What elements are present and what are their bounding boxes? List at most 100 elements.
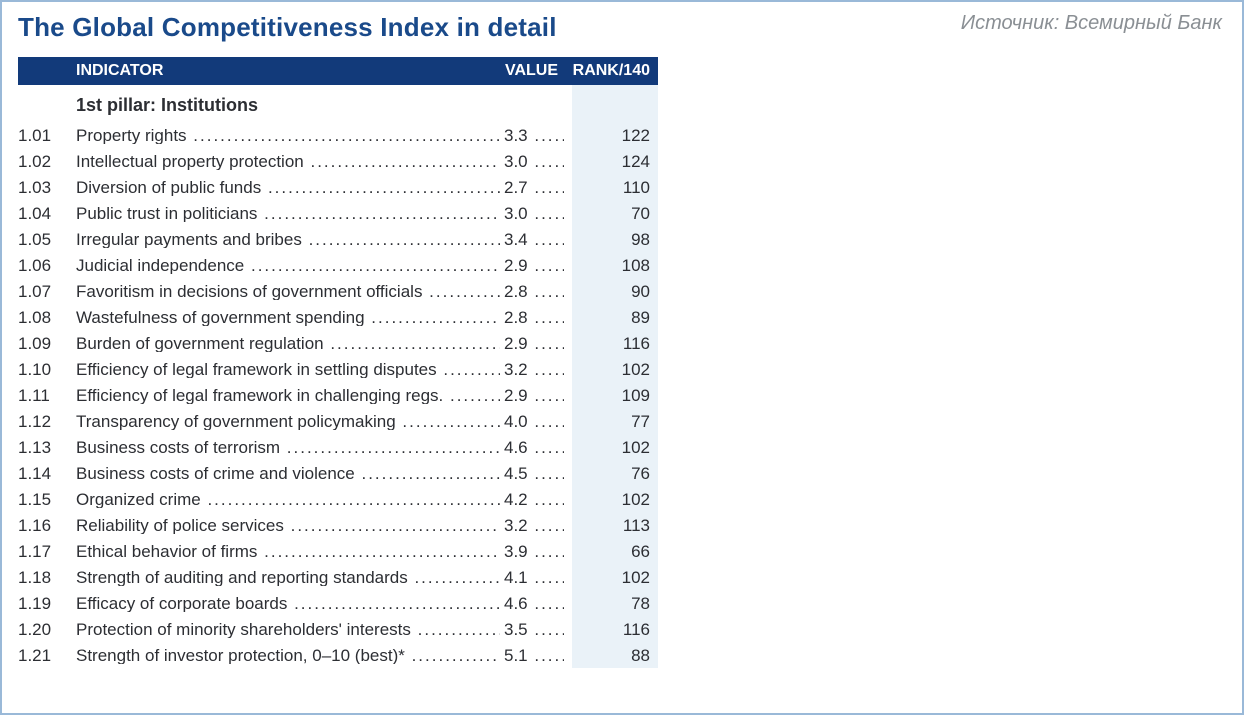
table-row: 1.18 Strength of auditing and reporting … <box>18 564 658 590</box>
row-value: 2.9 <box>500 387 564 404</box>
row-number: 1.01 <box>18 127 76 144</box>
row-number: 1.04 <box>18 205 76 222</box>
row-value: 3.0 <box>500 205 564 222</box>
row-value: 5.1 <box>500 647 564 664</box>
table-row: 1.07 Favoritism in decisions of governme… <box>18 278 658 304</box>
row-value: 2.8 <box>500 309 564 326</box>
row-number: 1.20 <box>18 621 76 638</box>
row-value: 2.8 <box>500 283 564 300</box>
row-number: 1.17 <box>18 543 76 560</box>
row-number: 1.11 <box>18 387 76 404</box>
page: The Global Competitiveness Index in deta… <box>0 0 1244 715</box>
row-value: 4.5 <box>500 465 564 482</box>
row-value: 4.0 <box>500 413 564 430</box>
row-number: 1.06 <box>18 257 76 274</box>
table-row: 1.20 Protection of minority shareholders… <box>18 616 658 642</box>
row-rank: 102 <box>564 569 658 586</box>
gci-table: INDICATOR VALUE RANK/140 1st pillar: Ins… <box>18 57 658 668</box>
row-rank: 109 <box>564 387 658 404</box>
row-rank: 102 <box>564 439 658 456</box>
row-indicator: Business costs of crime and violence <box>76 465 500 482</box>
table-row: 1.08 Wastefulness of government spending… <box>18 304 658 330</box>
row-value: 2.9 <box>500 335 564 352</box>
table-row: 1.02 Intellectual property protection 3.… <box>18 148 658 174</box>
row-number: 1.05 <box>18 231 76 248</box>
row-number: 1.03 <box>18 179 76 196</box>
row-rank: 102 <box>564 361 658 378</box>
row-number: 1.09 <box>18 335 76 352</box>
row-indicator: Irregular payments and bribes <box>76 231 500 248</box>
row-rank: 89 <box>564 309 658 326</box>
table-row: 1.14 Business costs of crime and violenc… <box>18 460 658 486</box>
row-value: 3.2 <box>500 361 564 378</box>
row-rank: 116 <box>564 621 658 638</box>
header-indicator: INDICATOR <box>76 62 498 80</box>
pillar-heading: 1st pillar: Institutions <box>18 85 658 122</box>
row-rank: 124 <box>564 153 658 170</box>
table-row: 1.11 Efficiency of legal framework in ch… <box>18 382 658 408</box>
table-body: 1st pillar: Institutions 1.01 Property r… <box>18 85 658 668</box>
row-value: 4.6 <box>500 439 564 456</box>
row-indicator: Burden of government regulation <box>76 335 500 352</box>
row-rank: 70 <box>564 205 658 222</box>
row-number: 1.07 <box>18 283 76 300</box>
row-rank: 113 <box>564 517 658 534</box>
table-row: 1.12 Transparency of government policyma… <box>18 408 658 434</box>
row-value: 3.2 <box>500 517 564 534</box>
table-row: 1.01 Property rights 3.3 122 <box>18 122 658 148</box>
row-indicator: Efficiency of legal framework in challen… <box>76 387 500 404</box>
row-value: 2.9 <box>500 257 564 274</box>
row-indicator: Protection of minority shareholders' int… <box>76 621 500 638</box>
row-indicator: Transparency of government policymaking <box>76 413 500 430</box>
row-rank: 110 <box>564 179 658 196</box>
row-number: 1.10 <box>18 361 76 378</box>
row-value: 4.1 <box>500 569 564 586</box>
table-row: 1.06 Judicial independence 2.9 108 <box>18 252 658 278</box>
row-indicator: Reliability of police services <box>76 517 500 534</box>
row-number: 1.15 <box>18 491 76 508</box>
table-header-row: INDICATOR VALUE RANK/140 <box>18 57 658 85</box>
table-row: 1.16 Reliability of police services 3.2 … <box>18 512 658 538</box>
row-rank: 108 <box>564 257 658 274</box>
source-label: Источник: Всемирный Банк <box>961 12 1222 35</box>
row-indicator: Public trust in politicians <box>76 205 500 222</box>
row-number: 1.12 <box>18 413 76 430</box>
row-value: 4.2 <box>500 491 564 508</box>
row-rank: 122 <box>564 127 658 144</box>
row-indicator: Strength of auditing and reporting stand… <box>76 569 500 586</box>
row-rank: 88 <box>564 647 658 664</box>
row-rank: 98 <box>564 231 658 248</box>
table-row: 1.03 Diversion of public funds 2.7 110 <box>18 174 658 200</box>
row-indicator: Intellectual property protection <box>76 153 500 170</box>
table-row: 1.04 Public trust in politicians 3.0 70 <box>18 200 658 226</box>
header-value: VALUE <box>498 62 564 80</box>
table-row: 1.10 Efficiency of legal framework in se… <box>18 356 658 382</box>
row-rank: 76 <box>564 465 658 482</box>
row-indicator: Diversion of public funds <box>76 179 500 196</box>
row-rank: 90 <box>564 283 658 300</box>
table-row: 1.15 Organized crime 4.2 102 <box>18 486 658 512</box>
row-number: 1.13 <box>18 439 76 456</box>
row-value: 3.3 <box>500 127 564 144</box>
table-row: 1.17 Ethical behavior of firms 3.9 66 <box>18 538 658 564</box>
row-rank: 66 <box>564 543 658 560</box>
row-indicator: Efficiency of legal framework in settlin… <box>76 361 500 378</box>
row-value: 4.6 <box>500 595 564 612</box>
row-number: 1.14 <box>18 465 76 482</box>
row-number: 1.08 <box>18 309 76 326</box>
row-indicator: Judicial independence <box>76 257 500 274</box>
row-number: 1.02 <box>18 153 76 170</box>
row-rank: 116 <box>564 335 658 352</box>
row-indicator: Property rights <box>76 127 500 144</box>
row-indicator: Favoritism in decisions of government of… <box>76 283 500 300</box>
row-value: 3.0 <box>500 153 564 170</box>
row-indicator: Organized crime <box>76 491 500 508</box>
table-row: 1.09 Burden of government regulation 2.9… <box>18 330 658 356</box>
row-indicator: Efficacy of corporate boards <box>76 595 500 612</box>
header-rank: RANK/140 <box>564 62 658 80</box>
row-indicator: Wastefulness of government spending <box>76 309 500 326</box>
row-value: 3.5 <box>500 621 564 638</box>
row-number: 1.16 <box>18 517 76 534</box>
row-indicator: Ethical behavior of firms <box>76 543 500 560</box>
row-number: 1.19 <box>18 595 76 612</box>
